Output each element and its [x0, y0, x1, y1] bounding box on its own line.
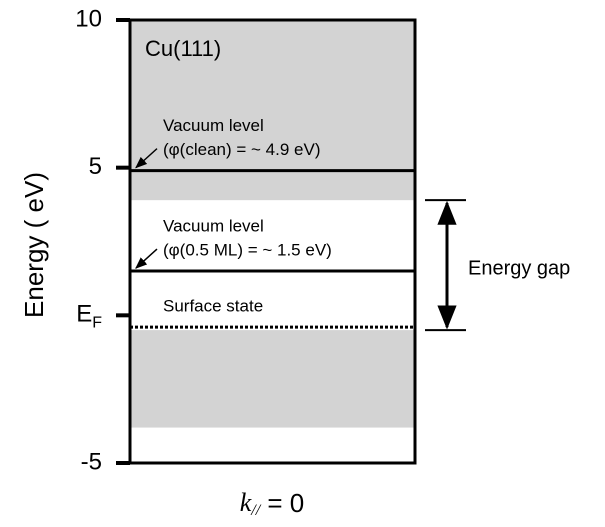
y-tick-label: EF	[76, 301, 102, 332]
gap-label: Energy gap	[468, 257, 570, 279]
y-tick-label: 5	[89, 153, 102, 180]
y-tick-label: 10	[75, 5, 102, 32]
y-tick-label: -5	[81, 448, 102, 475]
level-arrow	[135, 148, 158, 169]
level-label: Vacuum level	[163, 116, 264, 135]
band	[130, 330, 415, 428]
level-label: (φ(clean) = ~ 4.9 eV)	[163, 140, 320, 159]
chart-title: Cu(111)	[145, 36, 221, 61]
content: -5 EF 5 10 Vacuum level (φ(clean) = ~ 4.9 eV)…	[75, 5, 570, 475]
level-label: Surface state	[163, 297, 263, 316]
level-arrow	[135, 248, 158, 269]
x-axis-label: k// = 0	[240, 488, 305, 519]
level-label: Vacuum level	[163, 217, 264, 236]
y-axis-label: Energy ( eV)	[19, 172, 49, 318]
level-label: (φ(0.5 ML) = ~ 1.5 eV)	[163, 241, 332, 260]
frame	[128, 18, 417, 465]
